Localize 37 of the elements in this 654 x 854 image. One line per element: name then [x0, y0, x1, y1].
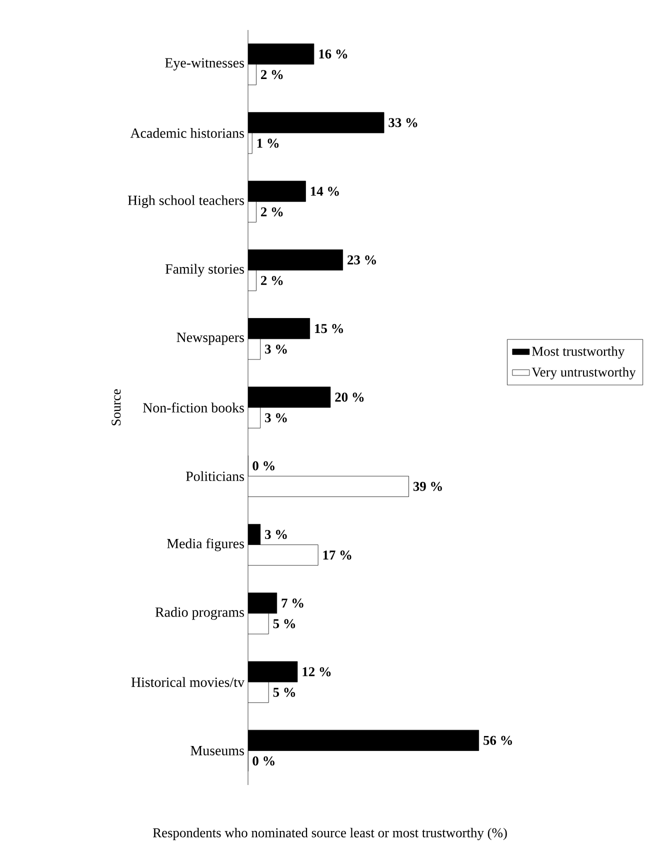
- data-label: 5 %: [273, 619, 296, 628]
- y-tick-label: High school teachers: [128, 195, 244, 208]
- data-label: 33 %: [388, 118, 418, 128]
- data-label: 7 %: [282, 598, 304, 608]
- data-label: 2 %: [260, 207, 283, 216]
- data-label: 3 %: [265, 413, 287, 422]
- data-label: 2 %: [260, 70, 283, 80]
- y-axis-title: Source: [112, 389, 121, 426]
- y-tick-label: Newspapers: [176, 332, 244, 345]
- data-label: 16 %: [319, 49, 348, 59]
- y-tick-label: Radio programs: [155, 607, 244, 620]
- y-tick-label: Academic historians: [130, 128, 244, 138]
- data-label: 1 %: [257, 138, 279, 148]
- y-tick-label: Family stories: [165, 264, 244, 277]
- y-tick-label: Politicians: [186, 471, 244, 482]
- data-label: 0 %: [252, 461, 274, 470]
- y-tick-label: Media figures: [167, 538, 244, 552]
- data-label: 23 %: [348, 255, 376, 264]
- y-tick-label: Historical movies/tv: [131, 677, 244, 687]
- data-label: 56 %: [484, 736, 512, 745]
- data-label: 17 %: [323, 550, 352, 560]
- data-label: 15 %: [315, 324, 343, 334]
- y-tick-label: Museums: [190, 746, 244, 756]
- data-label: 20 %: [335, 392, 364, 402]
- data-label: 3 %: [265, 344, 287, 354]
- data-label: 39 %: [413, 482, 442, 491]
- data-label: 12 %: [302, 667, 331, 676]
- data-label: 3 %: [265, 530, 287, 540]
- data-label: 0 %: [252, 756, 274, 766]
- legend-label: Very untrustworthy: [532, 367, 636, 380]
- x-axis-title: Respondents who nominated source least or most trustworthy (%): [152, 828, 507, 840]
- legend-label: Most trustworthy: [532, 346, 625, 359]
- y-tick-label: Eye-witnesses: [165, 58, 244, 70]
- y-tick-label: Non-fiction books: [143, 402, 244, 412]
- data-label: 5 %: [273, 688, 296, 697]
- data-label: 14 %: [310, 186, 339, 196]
- data-label: 2 %: [260, 276, 283, 286]
